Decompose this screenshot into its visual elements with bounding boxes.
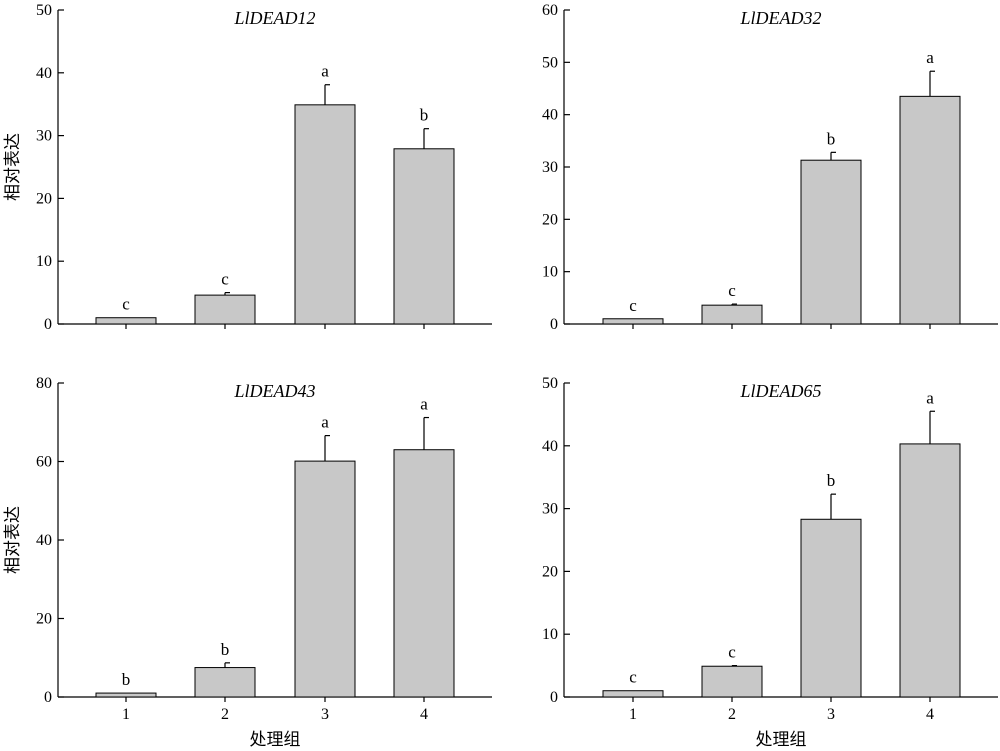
x-axis-title: 处理组 bbox=[250, 730, 301, 750]
chart-panel-4: 0 10 20 30 40 50 LlDEAD65 c 1 c 2 b 3 a 4 处理组 bbox=[542, 375, 998, 750]
significance-label: c bbox=[629, 668, 637, 687]
y-tick-label: 20 bbox=[542, 211, 558, 228]
y-tick-label: 50 bbox=[542, 375, 558, 392]
y-tick-label: 40 bbox=[36, 65, 52, 82]
y-tick-label: 20 bbox=[36, 611, 52, 628]
y-tick-label: 20 bbox=[36, 190, 52, 207]
x-tick-label: 3 bbox=[827, 706, 835, 723]
y-tick-label: 40 bbox=[542, 438, 558, 455]
bar-2 bbox=[194, 294, 256, 325]
x-axis-title: 处理组 bbox=[756, 730, 807, 750]
y-tick-label: 80 bbox=[36, 375, 52, 392]
x-tick-label: 3 bbox=[321, 706, 329, 723]
panel-title: LlDEAD32 bbox=[740, 8, 822, 28]
bar-2 bbox=[194, 667, 256, 698]
bar-4 bbox=[393, 148, 455, 325]
x-tick-label: 2 bbox=[221, 706, 229, 723]
significance-label: c bbox=[728, 643, 736, 662]
y-tick-label: 30 bbox=[542, 159, 558, 176]
bar-1 bbox=[95, 692, 157, 698]
significance-label: b bbox=[420, 106, 429, 125]
significance-label: c bbox=[629, 296, 637, 315]
bar-1 bbox=[95, 317, 157, 325]
bar-3 bbox=[294, 460, 356, 698]
bar-3 bbox=[294, 104, 356, 325]
y-tick-label: 40 bbox=[542, 107, 558, 124]
y-tick-label: 50 bbox=[542, 54, 558, 71]
significance-label: b bbox=[122, 670, 131, 689]
bar-3 bbox=[800, 518, 862, 698]
y-tick-label: 30 bbox=[36, 128, 52, 145]
y-tick-label: 60 bbox=[36, 454, 52, 471]
x-tick-label: 2 bbox=[728, 706, 736, 723]
bar-4 bbox=[393, 449, 455, 698]
y-tick-label: 0 bbox=[550, 316, 558, 333]
y-tick-label: 40 bbox=[36, 532, 52, 549]
chart-panel-1: 0 10 20 30 40 50 LlDEAD12 c c a b 相对表达 bbox=[3, 2, 492, 333]
x-tick-label: 1 bbox=[122, 706, 130, 723]
x-tick-label: 4 bbox=[926, 706, 934, 723]
significance-label: b bbox=[221, 640, 230, 659]
significance-label: c bbox=[728, 281, 736, 300]
y-tick-label: 60 bbox=[542, 2, 558, 19]
significance-label: b bbox=[827, 471, 836, 490]
bar-1 bbox=[602, 690, 664, 698]
bar-3 bbox=[800, 159, 862, 325]
y-tick-label: 0 bbox=[550, 689, 558, 706]
y-tick-label: 10 bbox=[36, 253, 52, 270]
significance-label: b bbox=[827, 129, 836, 148]
y-tick-label: 20 bbox=[542, 563, 558, 580]
x-tick-label: 4 bbox=[420, 706, 428, 723]
y-axis-title: 相对表达 bbox=[3, 133, 23, 201]
significance-label: a bbox=[420, 395, 428, 414]
y-tick-label: 50 bbox=[36, 2, 52, 19]
significance-label: a bbox=[321, 413, 329, 432]
bar-4 bbox=[899, 95, 961, 325]
significance-label: a bbox=[926, 388, 934, 407]
significance-label: a bbox=[926, 48, 934, 67]
bar-1 bbox=[602, 318, 664, 325]
significance-label: c bbox=[221, 270, 229, 289]
chart-panel-2: 0 10 20 30 40 50 60 LlDEAD32 c c b a bbox=[542, 2, 998, 333]
panel-title: LlDEAD65 bbox=[740, 381, 822, 401]
significance-label: a bbox=[321, 62, 329, 81]
y-axis-title: 相对表达 bbox=[3, 506, 23, 574]
x-tick-label: 1 bbox=[629, 706, 637, 723]
significance-label: c bbox=[122, 295, 130, 314]
y-tick-label: 0 bbox=[44, 316, 52, 333]
bar-2 bbox=[701, 665, 763, 698]
panel-title: LlDEAD43 bbox=[234, 381, 316, 401]
bar-2 bbox=[701, 304, 763, 325]
y-tick-label: 0 bbox=[44, 689, 52, 706]
y-tick-label: 10 bbox=[542, 626, 558, 643]
bar-4 bbox=[899, 443, 961, 698]
panel-title: LlDEAD12 bbox=[234, 8, 316, 28]
y-tick-label: 10 bbox=[542, 264, 558, 281]
y-tick-label: 30 bbox=[542, 501, 558, 518]
